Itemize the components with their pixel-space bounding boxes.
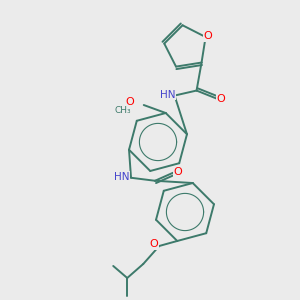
- Text: HN: HN: [114, 172, 130, 182]
- Text: O: O: [203, 31, 212, 41]
- Text: O: O: [150, 239, 159, 249]
- Text: O: O: [174, 167, 182, 177]
- Text: O: O: [216, 94, 225, 103]
- Text: HN: HN: [160, 90, 175, 100]
- Text: CH₃: CH₃: [115, 106, 131, 115]
- Text: O: O: [125, 97, 134, 107]
